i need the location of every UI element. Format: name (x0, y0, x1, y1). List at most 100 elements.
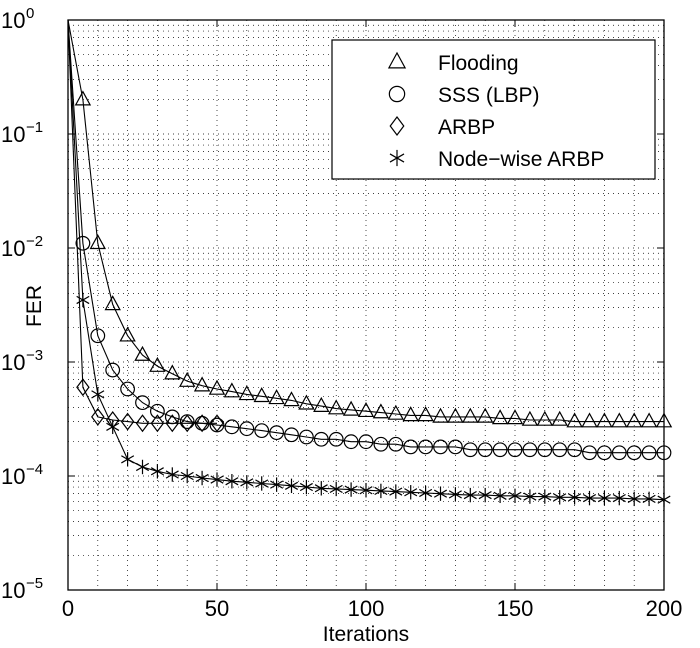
data-point-asterisk (91, 387, 105, 402)
data-point-asterisk (225, 474, 239, 489)
data-point-circle (343, 434, 359, 450)
data-point-asterisk (627, 491, 641, 507)
data-point-diamond (91, 407, 105, 426)
data-point-asterisk (612, 490, 626, 506)
y-tick-label-exponent: −2 (26, 233, 43, 250)
x-tick-label: 150 (497, 596, 534, 621)
legend-label: SSS (LBP) (438, 84, 540, 107)
data-point-asterisk (642, 491, 656, 507)
legend-marker-circle (388, 85, 406, 103)
y-tick-label-exponent: −4 (26, 461, 43, 478)
data-point-diamond (76, 378, 90, 397)
data-point-circle (492, 442, 508, 458)
series-line-circle (67, 19, 664, 454)
data-point-triangle (432, 407, 449, 423)
y-tick-label-base: 10 (1, 578, 25, 603)
axis-ticks (67, 19, 665, 591)
data-point-circle (75, 235, 91, 251)
data-point-triangle (447, 407, 464, 423)
data-point-triangle (104, 295, 121, 311)
data-point-circle (507, 442, 523, 458)
data-point-diamond (195, 414, 209, 433)
data-point-asterisk (135, 459, 150, 475)
data-point-asterisk (404, 485, 418, 500)
data-point-triangle (238, 385, 256, 401)
data-point-asterisk (329, 481, 343, 497)
legend-box (331, 39, 656, 180)
data-point-triangle (640, 412, 658, 428)
legend: Flooding SSS (LBP) ARBP Node−wise ARBP (331, 39, 656, 180)
data-point-triangle (476, 407, 494, 423)
data-point-asterisk (582, 490, 597, 506)
data-point-asterisk (106, 419, 120, 435)
data-point-triangle (551, 410, 568, 426)
data-point-circle (522, 442, 538, 458)
data-point-triangle (268, 389, 285, 405)
data-point-circle (254, 423, 270, 439)
data-point-asterisk (433, 486, 448, 501)
legend-label: ARBP (438, 116, 495, 139)
data-point-triangle (149, 356, 166, 372)
data-point-asterisk (553, 490, 567, 505)
y-tick-label: 10 0 (1, 5, 34, 33)
data-point-triangle (193, 376, 211, 392)
data-point-circle (477, 442, 493, 458)
legend-marker-triangle (387, 51, 407, 69)
data-point-asterisk (493, 488, 507, 504)
data-point-asterisk (240, 475, 254, 490)
data-point-triangle (119, 326, 136, 342)
data-point-circle (418, 439, 434, 455)
data-point-triangle (342, 400, 360, 416)
data-point-asterisk (299, 479, 313, 495)
data-point-circle (194, 415, 210, 431)
y-tick-label: 10 −1 (1, 119, 43, 147)
data-point-triangle (283, 391, 300, 407)
y-tick-label-base: 10 (1, 350, 25, 375)
data-point-diamond (150, 414, 165, 433)
data-point-asterisk (150, 464, 164, 479)
data-point-triangle (327, 399, 345, 415)
data-point-triangle (89, 234, 107, 250)
data-point-asterisk (76, 292, 90, 308)
data-point-circle (224, 419, 240, 435)
data-point-circle (120, 381, 135, 397)
data-point-triangle (387, 404, 405, 420)
data-point-asterisk (195, 470, 209, 486)
data-point-triangle (134, 345, 151, 361)
data-point-triangle (402, 406, 419, 422)
data-point-circle (552, 442, 568, 458)
x-tick-label: 200 (646, 596, 683, 621)
data-point-diamond (165, 414, 180, 433)
data-point-circle (611, 445, 627, 461)
data-point-asterisk (270, 477, 284, 492)
data-point-asterisk (165, 467, 179, 482)
data-point-triangle (223, 382, 241, 398)
data-point-asterisk (284, 478, 299, 494)
x-tick-label: 50 (205, 596, 229, 621)
data-point-circle (433, 439, 448, 455)
data-point-asterisk (180, 468, 194, 484)
data-point-circle (239, 421, 255, 437)
data-point-asterisk (255, 476, 269, 491)
data-point-diamond (180, 414, 194, 433)
data-point-circle (626, 445, 642, 461)
data-point-circle (269, 425, 285, 441)
data-point-asterisk (210, 472, 224, 487)
data-point-circle (135, 395, 150, 411)
y-tick-label-exponent: −5 (26, 575, 43, 592)
data-point-triangle (313, 396, 330, 412)
y-tick-label-exponent: −3 (26, 347, 43, 364)
data-point-circle (448, 439, 463, 455)
data-point-asterisk (448, 487, 462, 502)
data-point-circle (149, 403, 165, 419)
legend-marker-asterisk (389, 149, 405, 167)
legend-label: Node−wise ARBP (438, 148, 604, 171)
data-point-circle (462, 442, 478, 458)
data-point-circle (313, 431, 329, 447)
data-point-triangle (462, 407, 479, 423)
data-point-circle (90, 328, 106, 344)
series-line-diamond (67, 19, 217, 424)
y-tick-label: 10 −3 (1, 347, 43, 375)
